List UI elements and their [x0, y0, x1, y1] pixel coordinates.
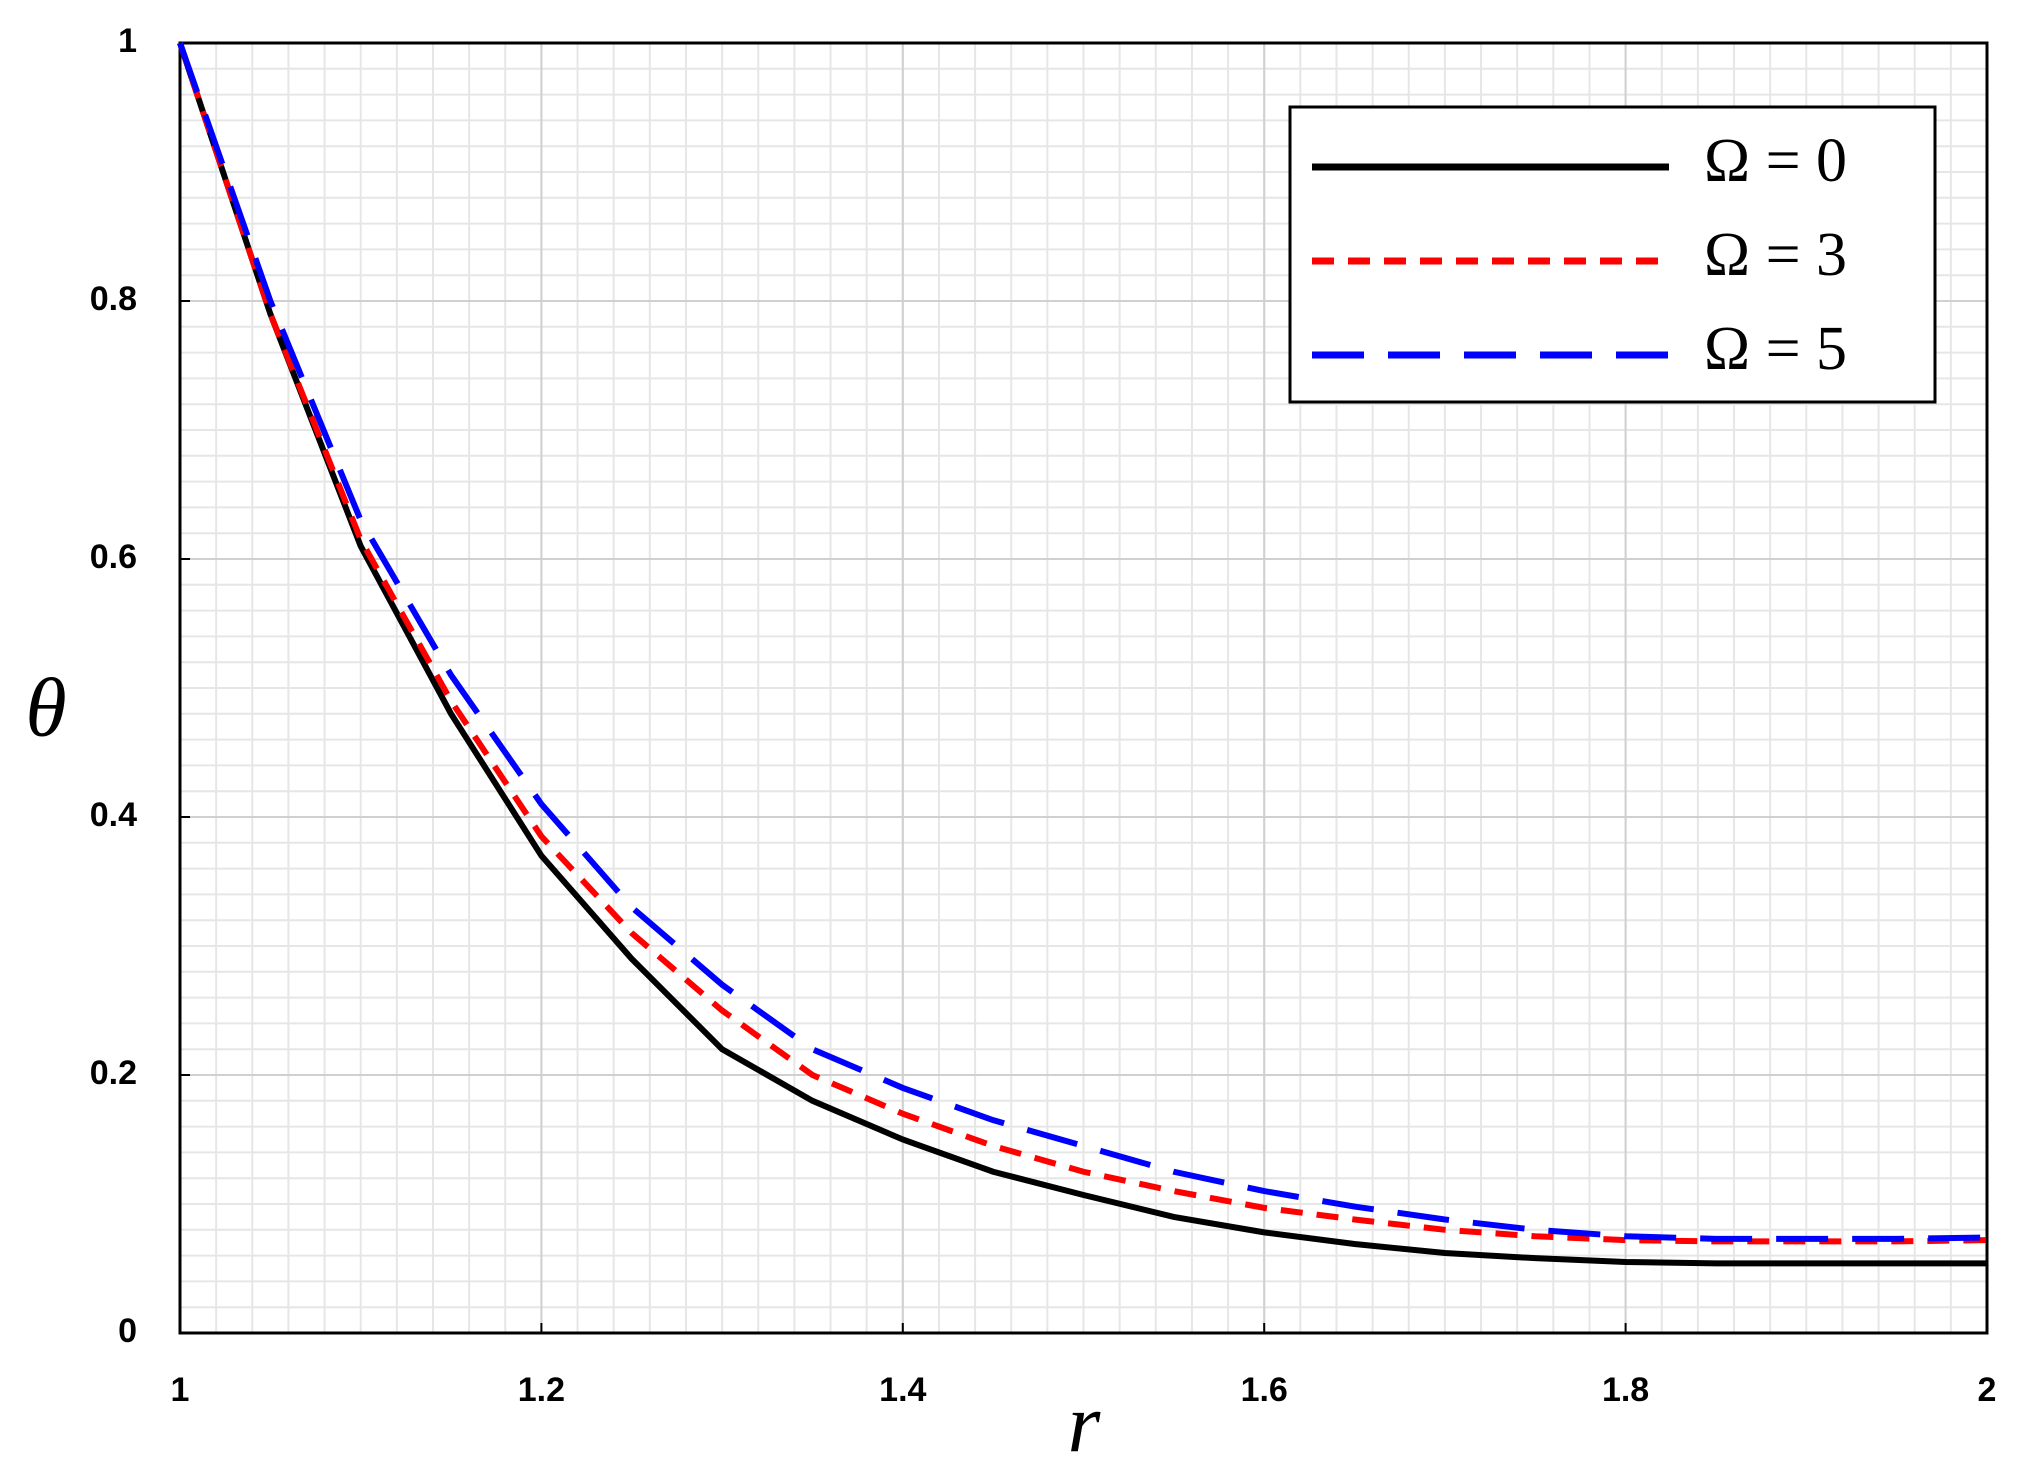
- x-tick-label: 2: [1978, 1371, 1997, 1409]
- x-tick-label: 1.4: [879, 1371, 926, 1409]
- legend-label: Ω = 3: [1704, 221, 1847, 289]
- x-tick-label: 1: [171, 1371, 190, 1409]
- y-tick-label: 0: [118, 1312, 137, 1350]
- y-tick-label: 0.8: [90, 280, 137, 318]
- x-tick-label: 1.2: [518, 1371, 565, 1409]
- series-line: [177, 42, 1988, 1245]
- y-tick-label: 0.2: [90, 1054, 137, 1092]
- plot-frame: [178, 41, 1989, 1335]
- y-axis-label: θ: [25, 661, 66, 754]
- x-tick-label: 1.6: [1241, 1371, 1288, 1409]
- y-tick-label: 1: [118, 22, 137, 60]
- y-tick-label: 0.6: [90, 538, 137, 576]
- legend-box: [1288, 105, 1937, 404]
- y-tick-label: 0.4: [90, 796, 137, 834]
- x-tick-label: 1.8: [1602, 1371, 1649, 1409]
- legend-label: Ω = 5: [1704, 315, 1847, 383]
- x-axis-label: r: [1068, 1377, 1101, 1470]
- series-line: [177, 42, 1987, 1267]
- legend-label: Ω = 0: [1704, 127, 1847, 195]
